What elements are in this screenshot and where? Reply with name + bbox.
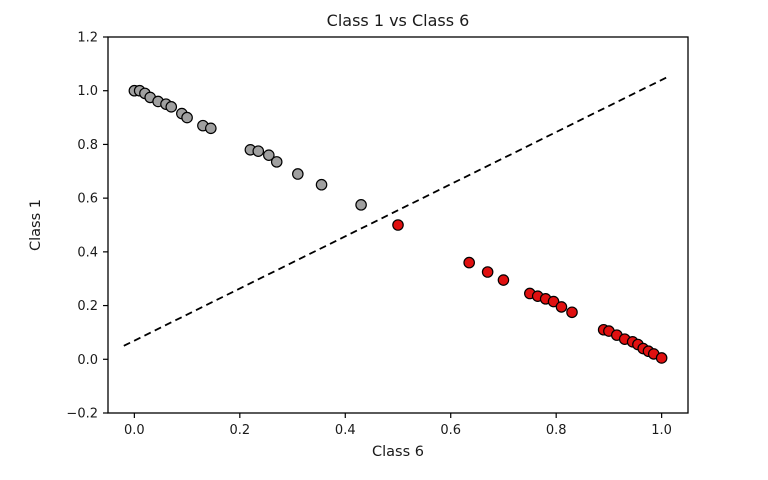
y-tick-label: 0.6: [77, 192, 98, 207]
y-axis-label: Class 1: [28, 199, 44, 251]
class-6-point: [481, 266, 494, 278]
class-1-point: [315, 178, 328, 191]
class-6-point: [547, 295, 560, 308]
y-tick-label: 1.0: [77, 84, 98, 99]
x-axis-label: Class 6: [372, 444, 424, 460]
y-tick-label: 0.4: [77, 245, 98, 260]
class-1-point: [263, 149, 275, 161]
class-6-point: [566, 306, 578, 319]
class-1-point: [252, 145, 265, 157]
y-tick-label: 0.0: [77, 353, 98, 368]
class-1-point: [181, 111, 193, 124]
decision-boundary-line: [123, 76, 668, 347]
y-tick-label: 1.2: [77, 31, 98, 46]
y-tick-label: 0.2: [77, 299, 98, 314]
class-6-point: [463, 256, 475, 269]
x-tick-label: 0.6: [440, 423, 461, 438]
plot-box: [107, 36, 689, 414]
x-tick-label: 0.4: [335, 423, 356, 438]
class-6-point: [655, 352, 668, 364]
class-6-point: [497, 274, 510, 286]
class-1-point: [292, 168, 304, 180]
class-1-point: [355, 199, 367, 211]
class-1-point: [270, 156, 283, 168]
chart-title: Class 1 vs Class 6: [327, 11, 470, 30]
class-6-point: [392, 219, 404, 231]
x-tick-label: 0.2: [229, 423, 250, 438]
class-1-point: [165, 101, 178, 113]
class-1-point: [205, 122, 217, 135]
y-tick-label: −0.2: [66, 407, 98, 422]
x-tick-label: 0.0: [124, 423, 145, 438]
x-tick-label: 0.8: [546, 423, 567, 438]
y-tick-label: 0.8: [77, 138, 98, 153]
x-tick-label: 1.0: [651, 423, 672, 438]
class-6-point: [555, 301, 568, 313]
plot-layer: 0.0 0.2 0.4 0.6 0.8 1.0 −0.2 0.0 0.2 0.4 0.6 0.8 1.0…: [66, 31, 689, 438]
